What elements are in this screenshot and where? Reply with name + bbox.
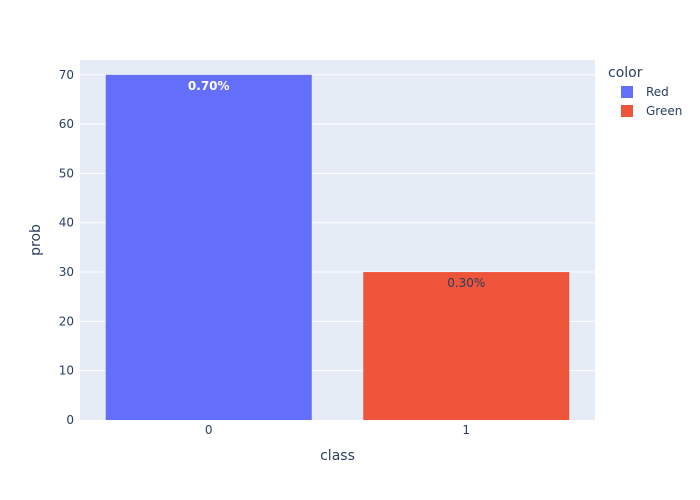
y-tick-label: 40	[59, 216, 74, 230]
bars: 0.70% 0.30%	[105, 74, 570, 420]
legend-swatch	[621, 86, 633, 98]
x-axis-label: class	[320, 448, 355, 464]
y-axis-label: prob	[28, 224, 44, 256]
data-label: 0.30%	[447, 276, 485, 290]
legend: color Red Green	[608, 65, 682, 118]
bar-green	[363, 272, 570, 420]
y-tick-label: 0	[66, 413, 74, 427]
y-tick-label: 30	[59, 265, 74, 279]
legend-title: color	[608, 65, 643, 81]
legend-swatch	[621, 105, 633, 117]
x-tick-label: 0	[205, 423, 213, 437]
y-tick-labels: 0 10 20 30 40 50 60 70	[59, 68, 74, 427]
y-tick-label: 60	[59, 117, 74, 131]
y-tick-label: 70	[59, 68, 74, 82]
legend-label: Green	[646, 104, 682, 118]
y-tick-label: 50	[59, 166, 74, 180]
x-tick-label: 1	[462, 423, 470, 437]
bar-red	[105, 74, 312, 420]
y-tick-label: 10	[59, 364, 74, 378]
y-tick-label: 20	[59, 314, 74, 328]
legend-label: Red	[646, 85, 669, 99]
data-label: 0.70%	[188, 79, 230, 93]
